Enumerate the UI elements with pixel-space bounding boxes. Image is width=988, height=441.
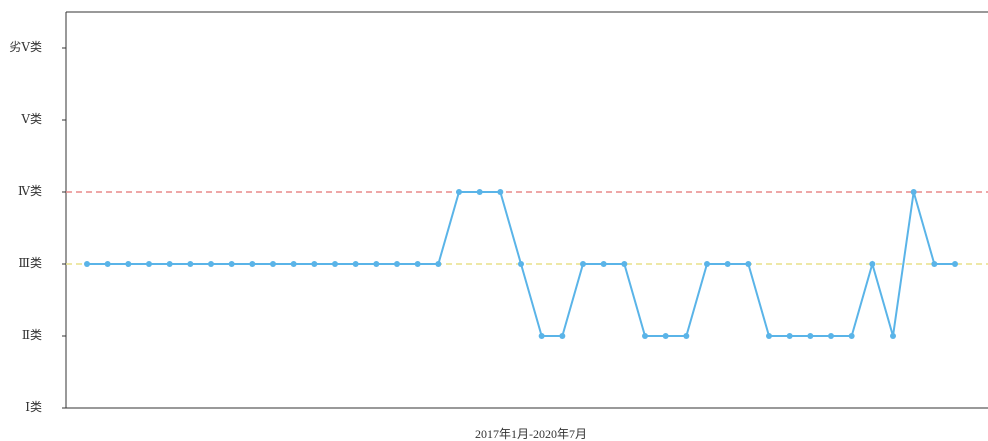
data-point xyxy=(828,333,834,339)
data-point xyxy=(476,189,483,195)
y-tick-label: 劣Ⅴ类 xyxy=(9,40,42,54)
data-point xyxy=(270,261,276,267)
data-point xyxy=(456,189,462,195)
y-tick-label: Ⅱ类 xyxy=(22,328,42,342)
data-point xyxy=(704,261,710,267)
data-point xyxy=(435,261,442,267)
data-point xyxy=(683,333,690,339)
data-point xyxy=(187,261,194,267)
data-point xyxy=(373,261,380,267)
data-point xyxy=(931,261,938,267)
data-point xyxy=(518,261,524,267)
data-point xyxy=(786,333,793,339)
data-point xyxy=(890,333,896,339)
data-point xyxy=(559,333,566,339)
data-point xyxy=(84,261,90,267)
data-point xyxy=(104,261,111,267)
x-axis-label: 2017年1月-2020年7月 xyxy=(475,427,587,441)
data-point xyxy=(910,189,917,195)
data-point xyxy=(166,261,173,267)
data-point xyxy=(394,261,400,267)
data-point xyxy=(621,261,628,267)
data-point xyxy=(311,261,318,267)
data-point xyxy=(580,261,586,267)
data-point xyxy=(146,261,152,267)
data-point xyxy=(807,333,814,339)
data-point xyxy=(642,333,648,339)
data-point xyxy=(497,189,504,195)
data-point xyxy=(745,261,752,267)
y-tick-label: Ⅴ类 xyxy=(20,112,42,126)
data-point xyxy=(848,333,855,339)
data-point xyxy=(249,261,256,267)
y-tick-label: Ⅲ类 xyxy=(18,256,42,270)
data-point xyxy=(290,261,297,267)
data-point xyxy=(228,261,235,267)
data-point xyxy=(724,261,731,267)
data-point xyxy=(538,333,545,339)
data-point xyxy=(766,333,772,339)
data-point xyxy=(332,261,338,267)
data-point xyxy=(352,261,359,267)
data-point xyxy=(869,261,876,267)
data-point xyxy=(952,261,958,267)
y-tick-label: Ⅰ类 xyxy=(25,400,42,414)
data-point xyxy=(600,261,607,267)
data-point xyxy=(414,261,421,267)
y-tick-label: Ⅳ类 xyxy=(18,184,42,198)
data-point xyxy=(125,261,132,267)
data-point xyxy=(208,261,214,267)
data-point xyxy=(662,333,669,339)
